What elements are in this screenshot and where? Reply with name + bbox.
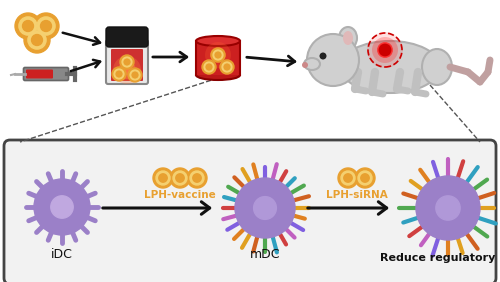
Circle shape	[320, 52, 326, 60]
Circle shape	[132, 72, 138, 78]
Circle shape	[211, 48, 225, 62]
Circle shape	[114, 69, 124, 79]
Circle shape	[436, 196, 460, 220]
Circle shape	[220, 60, 234, 74]
Circle shape	[15, 13, 41, 39]
Text: LPH-vaccine: LPH-vaccine	[144, 190, 216, 200]
Text: iDC: iDC	[51, 248, 73, 261]
Circle shape	[28, 31, 46, 49]
Circle shape	[222, 62, 232, 72]
Text: mDC: mDC	[250, 248, 280, 261]
Circle shape	[187, 168, 207, 188]
Circle shape	[113, 56, 141, 84]
Circle shape	[361, 174, 369, 182]
Circle shape	[358, 171, 372, 185]
FancyBboxPatch shape	[4, 140, 496, 282]
Circle shape	[338, 168, 358, 188]
Circle shape	[215, 52, 221, 58]
Circle shape	[22, 21, 34, 32]
Circle shape	[302, 62, 308, 68]
Circle shape	[341, 171, 355, 185]
Bar	[196, 41, 240, 75]
FancyBboxPatch shape	[111, 49, 143, 81]
Circle shape	[32, 34, 42, 45]
Circle shape	[34, 179, 90, 235]
Circle shape	[112, 67, 126, 81]
FancyBboxPatch shape	[106, 40, 148, 84]
Circle shape	[118, 61, 136, 79]
Circle shape	[173, 171, 187, 185]
Circle shape	[202, 60, 216, 74]
Ellipse shape	[340, 41, 440, 93]
Circle shape	[378, 43, 392, 57]
Circle shape	[372, 37, 398, 63]
Circle shape	[213, 50, 223, 60]
Circle shape	[355, 168, 375, 188]
Circle shape	[367, 32, 403, 68]
Circle shape	[128, 68, 142, 82]
Circle shape	[170, 168, 190, 188]
Circle shape	[51, 196, 73, 218]
FancyBboxPatch shape	[26, 69, 53, 78]
Text: Reduce regulatory DC: Reduce regulatory DC	[380, 253, 500, 263]
Circle shape	[307, 34, 359, 86]
Circle shape	[190, 171, 204, 185]
FancyBboxPatch shape	[106, 27, 148, 47]
Circle shape	[120, 55, 134, 69]
Circle shape	[206, 64, 212, 70]
Circle shape	[156, 171, 170, 185]
Circle shape	[224, 64, 230, 70]
Circle shape	[205, 42, 231, 68]
Circle shape	[193, 174, 201, 182]
Circle shape	[214, 51, 222, 59]
Ellipse shape	[339, 27, 357, 49]
Circle shape	[176, 174, 184, 182]
Circle shape	[377, 42, 393, 58]
Circle shape	[344, 174, 352, 182]
Circle shape	[210, 47, 226, 63]
Circle shape	[40, 21, 52, 32]
Circle shape	[130, 70, 140, 80]
Circle shape	[122, 57, 132, 67]
Circle shape	[19, 17, 37, 35]
Ellipse shape	[343, 31, 353, 45]
Ellipse shape	[196, 36, 240, 46]
Circle shape	[204, 62, 214, 72]
Circle shape	[37, 17, 55, 35]
FancyBboxPatch shape	[24, 67, 68, 80]
Ellipse shape	[422, 49, 452, 85]
Circle shape	[24, 27, 50, 53]
Circle shape	[416, 176, 480, 240]
Circle shape	[159, 174, 167, 182]
Circle shape	[33, 13, 59, 39]
Circle shape	[122, 65, 132, 75]
Ellipse shape	[304, 58, 320, 70]
Circle shape	[116, 71, 122, 77]
Circle shape	[153, 168, 173, 188]
Circle shape	[235, 178, 295, 238]
Text: LPH-siRNA: LPH-siRNA	[326, 190, 388, 200]
Ellipse shape	[196, 70, 240, 80]
Circle shape	[254, 197, 276, 219]
Circle shape	[124, 59, 130, 65]
